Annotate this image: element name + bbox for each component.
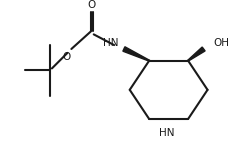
- Text: O: O: [88, 0, 96, 10]
- Text: OH: OH: [213, 38, 229, 48]
- Polygon shape: [188, 47, 205, 61]
- Text: HN: HN: [102, 38, 118, 48]
- Text: HN: HN: [159, 128, 174, 138]
- Polygon shape: [123, 47, 149, 61]
- Text: O: O: [62, 52, 71, 62]
